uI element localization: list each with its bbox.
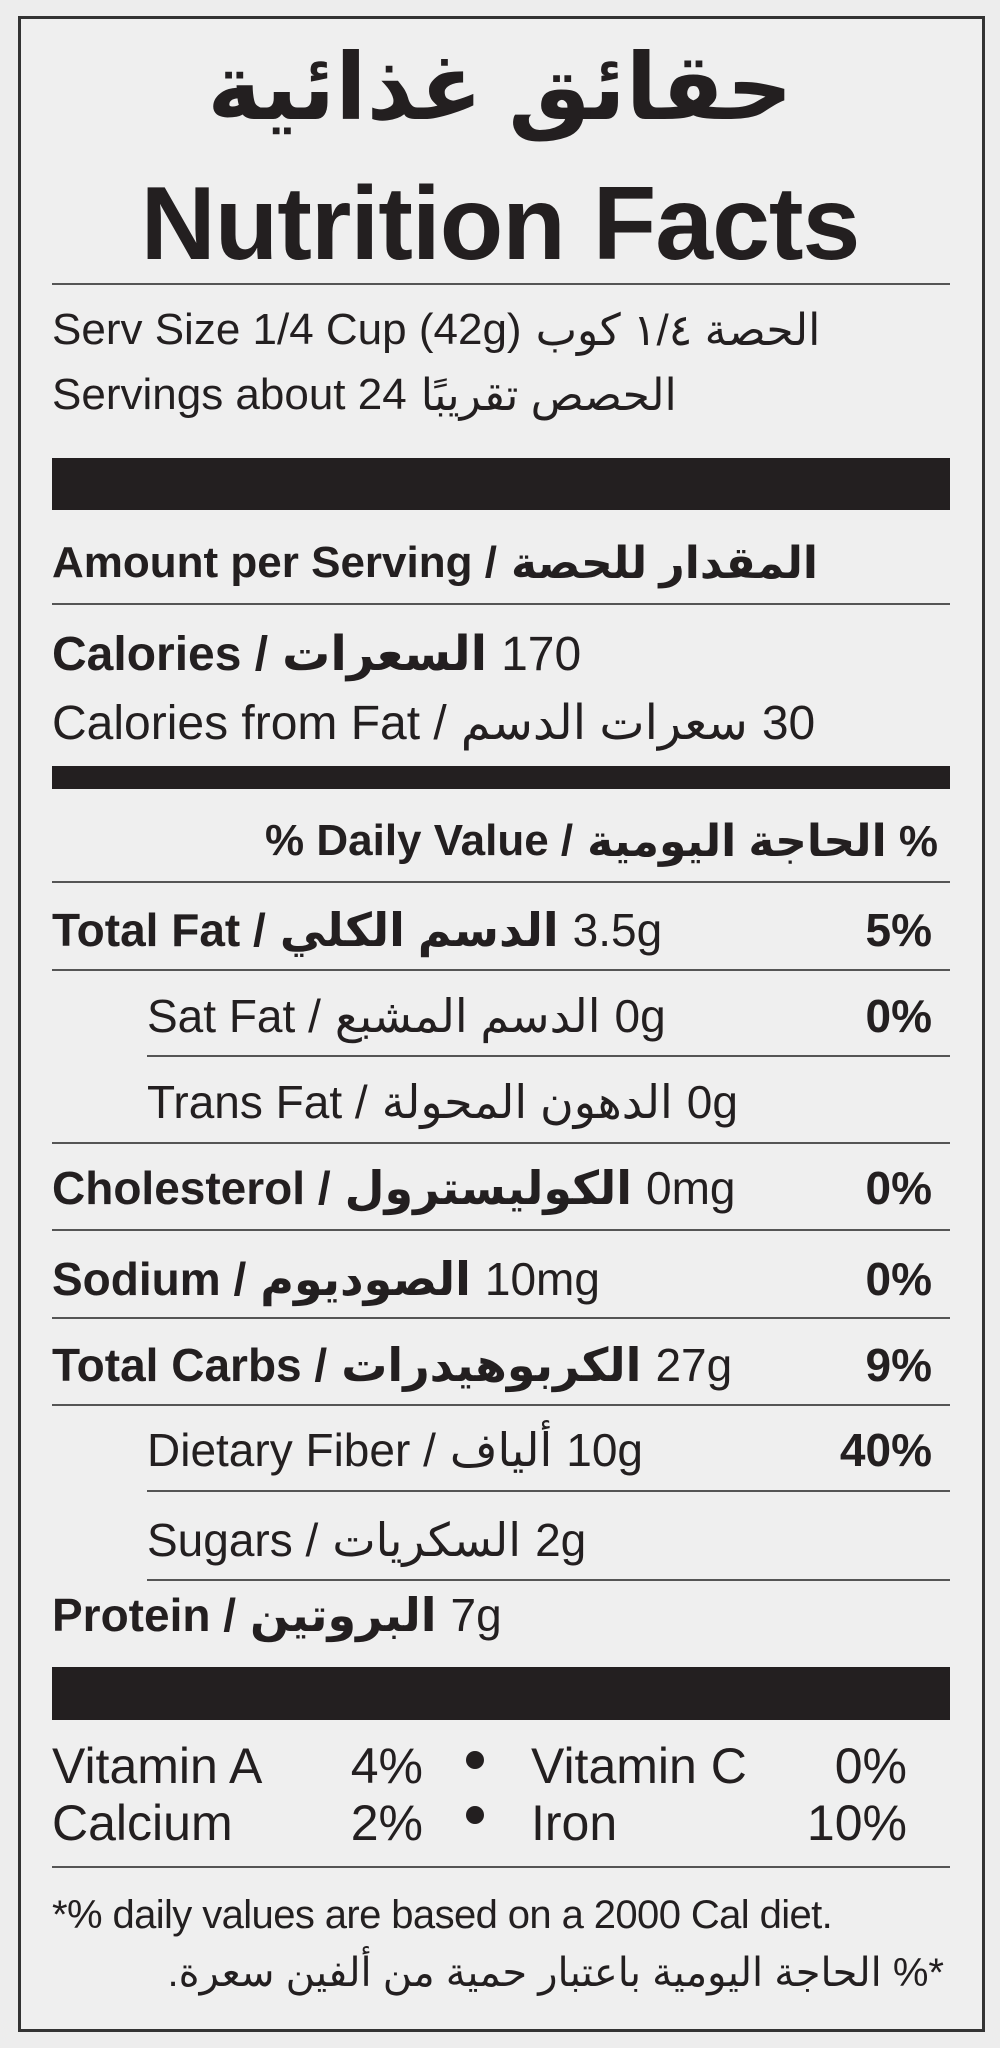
nutrient-row: Cholesterol / الكوليسترول 0mg <box>52 1156 735 1220</box>
vitamin-name: Calcium <box>52 1795 233 1851</box>
calories-row: Calories / السعرات 170 <box>52 622 581 686</box>
calories-value: 170 <box>501 627 582 681</box>
nutrient-row: Sugars / السكريات 2g <box>147 1508 586 1572</box>
calories-from-fat-en: Calories from Fat / <box>52 696 447 750</box>
nutrient-amount: 2g <box>535 1514 587 1566</box>
nutrient-name-ar: الدهون المحولة <box>381 1076 673 1128</box>
nutrient-name-ar: السكريات <box>332 1514 522 1566</box>
vitamin-name: Vitamin C <box>531 1738 747 1794</box>
thick-bar <box>52 1667 950 1720</box>
calories-from-fat-value: 30 <box>761 696 816 750</box>
nutrient-row: Total Carbs / الكربوهيدرات 27g <box>52 1333 732 1397</box>
nutrient-row: Trans Fat / الدهون المحولة 0g <box>147 1070 738 1134</box>
bullet <box>466 1806 484 1824</box>
nutrient-name-ar: ألياف <box>449 1424 553 1476</box>
amount-per-serving-en: Amount per Serving / <box>52 538 497 587</box>
title-arabic: حقائق غذائية <box>207 37 793 139</box>
rule <box>147 1055 950 1057</box>
daily-value-row: % Daily Value / % الحاجة اليومية <box>265 809 938 873</box>
rule <box>52 969 950 971</box>
nutrient-amount: 3.5g <box>572 904 663 956</box>
nutrient-daily-value: 0% <box>865 1162 932 1214</box>
title-english: Nutrition Facts <box>140 166 861 282</box>
vitamin-value: 2% <box>350 1795 423 1851</box>
daily-value-en: % Daily Value / <box>265 816 574 865</box>
nutrient-row: Sat Fat / الدسم المشبع 0g <box>147 984 666 1048</box>
nutrient-name-ar: الدسم المشبع <box>334 990 601 1042</box>
servings-en: Servings about 24 <box>52 370 407 419</box>
nutrient-name-en: Sat Fat / <box>147 990 321 1042</box>
calories-ar: السعرات <box>282 628 488 681</box>
rule <box>52 1404 950 1406</box>
rule <box>52 1142 950 1144</box>
nutrient-amount: 0g <box>686 1076 738 1128</box>
nutrient-daily-value: 5% <box>865 904 932 956</box>
serving-size-en: Serv Size 1/4 Cup (42g) <box>52 305 522 354</box>
vitamin-value: 0% <box>834 1738 907 1794</box>
nutrient-name-en: Cholesterol / <box>52 1162 331 1214</box>
nutrient-row: Protein / البروتين 7g <box>52 1583 502 1647</box>
nutrient-amount: 27g <box>655 1339 733 1391</box>
rule <box>52 283 950 285</box>
bullet <box>466 1751 484 1769</box>
footnote-arabic: *% الحاجة اليومية باعتبار حمية من ألفين … <box>167 1951 944 1995</box>
nutrient-amount: 0g <box>614 990 666 1042</box>
calories-from-fat-row: Calories from Fat / سعرات الدسم 30 <box>52 691 815 755</box>
serving-size-ar: الحصة ١/٤ كوب <box>535 305 821 355</box>
nutrient-name-en: Protein / <box>52 1589 237 1641</box>
rule <box>52 603 950 605</box>
vitamin-name: Iron <box>531 1795 618 1851</box>
amount-per-serving-ar: المقدار للحصة <box>510 538 819 588</box>
nutrient-name-ar: الكوليسترول <box>344 1162 632 1214</box>
footnote-english: *% daily values are based on a 2000 Cal … <box>52 1893 833 1937</box>
nutrient-row: Sodium / الصوديوم 10mg <box>52 1247 600 1311</box>
nutrient-name-en: Sugars / <box>147 1514 319 1566</box>
rule <box>52 881 950 883</box>
rule <box>52 1317 950 1319</box>
nutrient-row: Dietary Fiber / ألياف 10g <box>147 1418 643 1482</box>
nutrient-daily-value: 0% <box>865 990 932 1042</box>
nutrient-amount: 10g <box>566 1424 643 1476</box>
thick-bar <box>52 458 950 510</box>
rule <box>52 1229 950 1231</box>
servings-ar: الحصص تقريبًا <box>420 370 677 420</box>
nutrient-name-en: Dietary Fiber / <box>147 1424 436 1476</box>
nutrient-amount: 7g <box>450 1589 502 1641</box>
nutrient-daily-value: 9% <box>865 1339 932 1391</box>
nutrient-amount: 10mg <box>484 1253 600 1305</box>
vitamin-name: Vitamin A <box>52 1738 263 1794</box>
nutrient-amount: 0mg <box>646 1162 736 1214</box>
nutrient-daily-value: 40% <box>839 1424 932 1476</box>
nutrient-name-en: Sodium / <box>52 1253 247 1305</box>
serving-size-row: Serv Size 1/4 Cup (42g) الحصة ١/٤ كوب <box>52 298 820 362</box>
medium-bar <box>52 766 950 789</box>
nutrient-name-ar: البروتين <box>250 1589 437 1641</box>
calories-en: Calories / <box>52 627 269 681</box>
nutrient-name-en: Total Carbs / <box>52 1339 328 1391</box>
nutrient-row: Total Fat / الدسم الكلي 3.5g <box>52 898 662 962</box>
rule <box>147 1579 950 1581</box>
daily-value-ar: % الحاجة اليومية <box>587 816 938 866</box>
amount-per-serving-row: Amount per Serving / المقدار للحصة <box>52 531 818 595</box>
nutrient-name-en: Total Fat / <box>52 904 266 956</box>
nutrient-name-en: Trans Fat / <box>147 1076 368 1128</box>
rule <box>147 1490 950 1492</box>
vitamin-value: 10% <box>806 1795 907 1851</box>
nutrient-name-ar: الكربوهيدرات <box>341 1339 642 1391</box>
nutrient-name-ar: الصوديوم <box>260 1253 471 1305</box>
calories-from-fat-ar: سعرات الدسم <box>460 697 748 750</box>
rule <box>52 1866 950 1868</box>
servings-row: Servings about 24 الحصص تقريبًا <box>52 363 677 427</box>
nutrient-name-ar: الدسم الكلي <box>279 904 559 956</box>
vitamin-value: 4% <box>350 1738 423 1794</box>
nutrient-daily-value: 0% <box>865 1253 932 1305</box>
